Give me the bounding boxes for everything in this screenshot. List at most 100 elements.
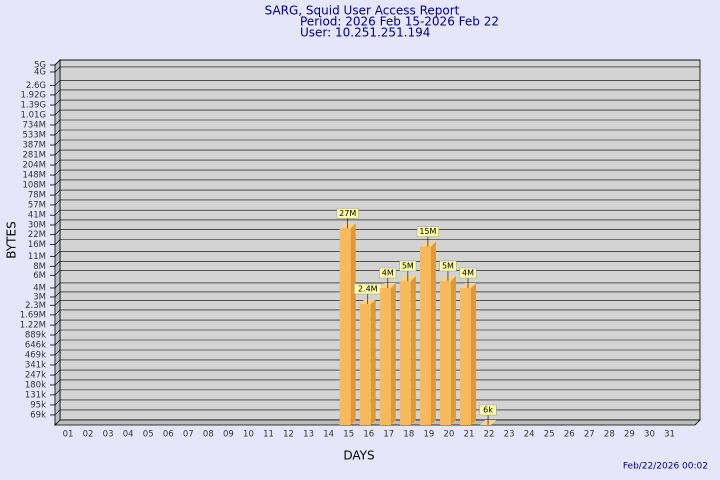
y-tick-label: 2.6G xyxy=(26,81,46,91)
grid-line xyxy=(54,80,61,86)
y-tick-label: 16M xyxy=(28,240,46,250)
footer: Feb/22/2026 00:02 xyxy=(623,462,708,472)
y-tick-label: 1.39G xyxy=(20,101,46,111)
y-tick-label: 3M xyxy=(33,292,46,302)
y-tick-label: 5G xyxy=(34,61,46,71)
bar xyxy=(379,287,391,425)
grid-line xyxy=(54,179,61,186)
value-label: 2.4M xyxy=(358,284,378,293)
y-axis-label: BYTES xyxy=(5,221,19,258)
value-label: 15M xyxy=(419,227,436,236)
x-tick-label: 10 xyxy=(243,430,254,440)
y-tick-label: 22M xyxy=(28,230,46,240)
grid-line xyxy=(54,189,61,196)
grid-line xyxy=(54,66,61,73)
grid-line xyxy=(54,159,61,166)
value-label-box xyxy=(459,267,477,279)
grid-line xyxy=(54,169,61,176)
value-label-box xyxy=(379,267,397,279)
value-label-box xyxy=(439,260,457,272)
grid-line xyxy=(54,349,61,356)
y-tick-label: 108M xyxy=(22,180,46,190)
x-tick-label: 11 xyxy=(263,430,274,440)
grid-line xyxy=(54,300,61,306)
y-tick-label: 6M xyxy=(33,271,46,281)
x-tick-label: 28 xyxy=(604,430,615,440)
bar xyxy=(460,287,471,425)
x-tick-label: 13 xyxy=(303,430,314,440)
y-tick-label: 1.92G xyxy=(20,90,46,100)
x-tick-label: 02 xyxy=(83,430,94,440)
x-tick-label: 29 xyxy=(624,430,635,440)
x-tick-label: 31 xyxy=(664,430,675,440)
value-label-box xyxy=(399,260,417,272)
bar-side xyxy=(410,276,416,425)
x-tick-label: 25 xyxy=(544,430,555,440)
x-tick-label: 12 xyxy=(283,430,294,440)
x-tick-label: 23 xyxy=(504,430,515,440)
y-tick-label: 131k xyxy=(25,390,46,400)
grid-line xyxy=(54,329,61,336)
grid-line xyxy=(54,129,61,136)
y-tick-label: 78M xyxy=(28,191,46,201)
y-tick-label: 2.3M xyxy=(25,301,46,311)
x-tick-label: 26 xyxy=(564,430,575,440)
bar xyxy=(359,303,371,425)
y-tick-label: 646k xyxy=(25,340,46,350)
y-tick-label: 95k xyxy=(30,400,46,410)
chart-title: SARG, Squid User Access Report xyxy=(265,4,460,18)
grid-line xyxy=(54,251,61,257)
grid-line xyxy=(54,319,61,326)
y-tick-label: 889k xyxy=(25,331,46,341)
y-tick-label: 148M xyxy=(22,171,46,181)
grid-line xyxy=(54,199,61,206)
bar-side xyxy=(390,282,396,425)
y-tick-label: 4G xyxy=(34,67,46,77)
chart-user: User: 10.251.251.194 xyxy=(300,26,430,40)
grid-line xyxy=(54,309,61,316)
grid-line xyxy=(54,149,61,156)
y-tick-label: 204M xyxy=(22,161,46,171)
value-label: 5M xyxy=(402,262,414,271)
bar xyxy=(439,281,451,425)
grid-line xyxy=(54,119,61,126)
bar-side xyxy=(350,223,356,425)
grid-line xyxy=(54,291,61,298)
value-label: 4M xyxy=(382,268,394,277)
x-tick-label: 14 xyxy=(323,430,334,440)
grid-line xyxy=(54,339,61,346)
y-tick-label: 41M xyxy=(28,211,46,221)
y-tick-label: 1.22M xyxy=(20,321,46,331)
x-tick-label: 24 xyxy=(524,430,535,440)
x-tick-label: 07 xyxy=(183,430,194,440)
x-tick-label: 17 xyxy=(383,430,394,440)
bar-side xyxy=(450,276,456,425)
bar-side xyxy=(370,298,376,425)
value-label: 5M xyxy=(442,262,454,271)
x-tick-label: 05 xyxy=(143,430,154,440)
y-tick-label: 469k xyxy=(25,351,46,361)
grid-line xyxy=(54,282,61,289)
x-tick-label: 09 xyxy=(223,430,234,440)
x-tick-label: 03 xyxy=(103,430,114,440)
grid-line xyxy=(54,99,61,106)
y-tick-label: 533M xyxy=(22,131,46,141)
bar-side xyxy=(471,282,476,425)
grid-line xyxy=(54,59,61,66)
y-tick-label: 57M xyxy=(28,200,46,210)
y-tick-label: 247k xyxy=(25,371,46,381)
plot-floor xyxy=(54,419,701,426)
x-tick-label: 08 xyxy=(203,430,214,440)
x-tick-label: 22 xyxy=(484,430,495,440)
value-label: 4M xyxy=(462,268,474,277)
bar xyxy=(419,246,431,425)
bar xyxy=(399,281,411,425)
x-axis-label: DAYS xyxy=(343,449,374,463)
x-tick-label: 16 xyxy=(363,430,374,440)
value-label-box xyxy=(336,208,359,219)
x-tick-label: 18 xyxy=(403,430,414,440)
y-tick-label: 11M xyxy=(28,252,46,262)
y-tick-label: 30M xyxy=(28,220,46,230)
x-tick-label: 19 xyxy=(423,430,434,440)
